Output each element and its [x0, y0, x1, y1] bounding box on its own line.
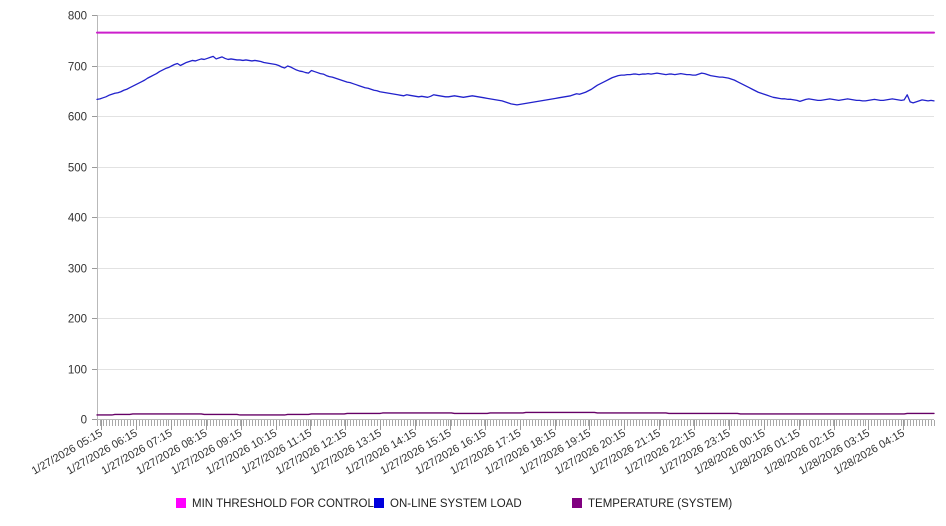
- legend-swatch: [374, 498, 384, 508]
- y-axis-tick-label: 800: [68, 11, 87, 23]
- legend-item-label: ON-LINE SYSTEM LOAD: [390, 498, 522, 510]
- y-axis-tick-label: 200: [68, 314, 87, 326]
- y-axis-tick-label: 400: [68, 213, 87, 225]
- y-axis-tick-label: 300: [68, 264, 87, 276]
- y-axis-tick-label: 700: [68, 62, 87, 74]
- y-axis-tick-label: 0: [81, 415, 87, 427]
- series-lines: [96, 31, 935, 416]
- series-line: [96, 55, 935, 106]
- legend-item-label: MIN THRESHOLD FOR CONTROL: [192, 498, 374, 510]
- chart-legend: MIN THRESHOLD FOR CONTROL ON-LINE SYSTEM …: [176, 498, 732, 510]
- legend-swatch: [176, 498, 186, 508]
- series-line: [96, 411, 935, 416]
- y-axis: 0 100 200 300 400 500 600 700 800: [68, 11, 98, 427]
- legend-swatch: [572, 498, 582, 508]
- legend-item-label: TEMPERATURE (SYSTEM): [588, 498, 732, 510]
- y-axis-tick-label: 500: [68, 163, 87, 175]
- y-axis-tick-label: 100: [68, 365, 87, 377]
- y-axis-tick-label: 600: [68, 112, 87, 124]
- x-axis: [97, 419, 935, 430]
